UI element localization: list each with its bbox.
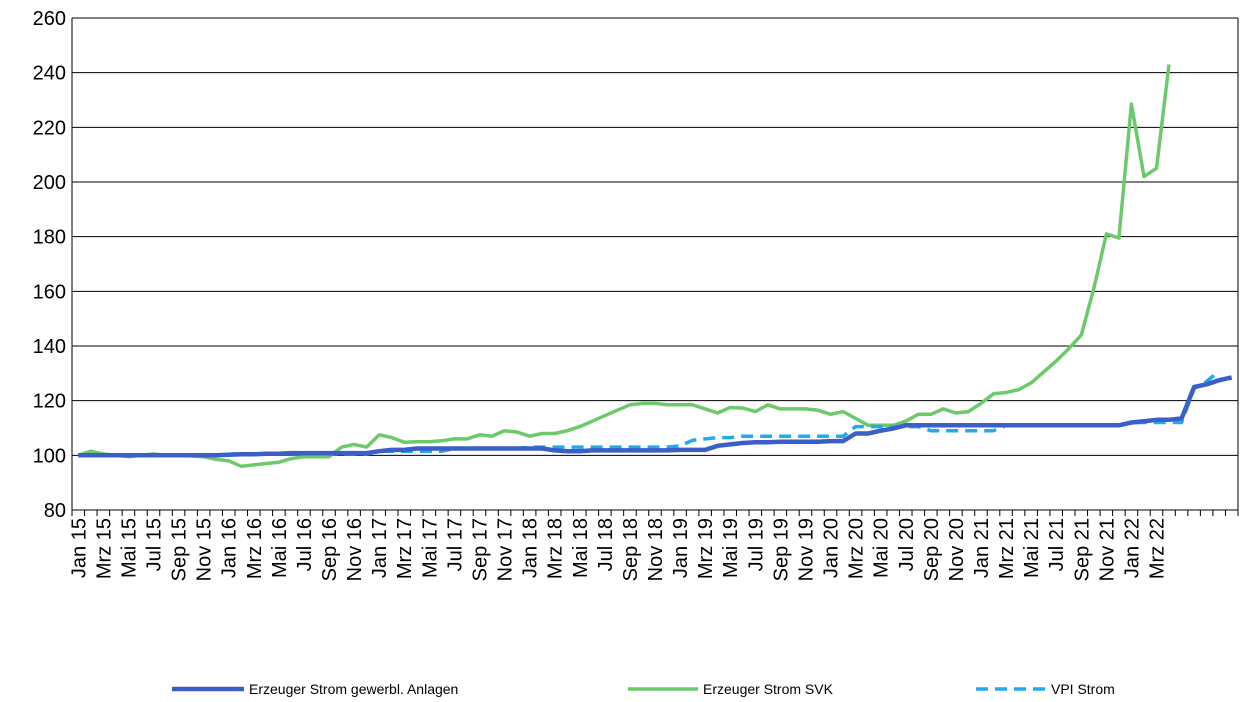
x-tick-label: Sep 17 [469,518,491,581]
x-tick-label: Jan 21 [971,518,993,578]
x-tick-label: Mrz 17 [394,518,416,579]
x-tick-label: Jan 22 [1121,518,1143,578]
gridlines [72,17,1238,511]
series-line [77,64,1171,469]
x-tick-label: Jul 17 [444,518,466,571]
x-tick-label: Sep 18 [620,518,642,581]
axes [71,18,1239,511]
series-line [78,375,1233,458]
x-tick-label: Jan 18 [520,518,542,578]
series-line [78,369,1221,458]
y-tick-label: 140 [33,336,66,358]
legend-label: Erzeuger Strom SVK [703,681,834,697]
x-tick-label: Nov 15 [194,518,216,581]
y-tick-label: 240 [33,63,66,85]
x-tick-label: Mai 15 [118,518,140,578]
x-tick-label: Sep 19 [770,518,792,581]
x-tick-label: Jan 20 [821,518,843,578]
x-tick-label: Mai 16 [269,518,291,578]
y-tick-label: 180 [33,227,66,249]
x-tick-label: Mrz 21 [996,518,1018,579]
x-tick-label: Nov 20 [946,518,968,581]
x-tick-label: Jan 17 [369,518,391,578]
x-tick-label: Sep 16 [319,518,341,581]
y-axis-ticks: 80 100 120 140 160 180 200 220 240 260 [33,8,66,522]
x-tick-label: Jul 20 [896,518,918,571]
y-tick-label: 200 [33,172,66,194]
x-tick-label: Jul 16 [294,518,316,571]
x-tick-label: Mai 17 [419,518,441,578]
x-tick-label: Jul 21 [1046,518,1068,571]
x-tick-label: Mrz 18 [545,518,567,579]
x-tick-label: Mrz 19 [695,518,717,579]
y-tick-label: 220 [33,117,66,139]
x-tick-label: Mrz 22 [1147,518,1169,579]
x-tick-label: Mrz 16 [244,518,266,579]
x-tick-label: Jan 19 [670,518,692,578]
y-tick-label: 80 [44,500,66,522]
x-tick-label: Mai 21 [1021,518,1043,578]
x-tick-label: Mai 19 [720,518,742,578]
x-tick-label: Nov 18 [645,518,667,581]
x-tick-label: Jul 15 [143,518,165,571]
x-tick-label: Nov 16 [344,518,366,581]
legend-label: VPI Strom [1051,681,1115,697]
series-lines [77,64,1233,469]
x-tick-label: Sep 15 [169,518,191,581]
y-tick-label: 100 [33,445,66,467]
x-tick-label: Mrz 20 [846,518,868,579]
x-tick-label: Sep 20 [921,518,943,581]
legend: Erzeuger Strom gewerbl. Anlagen Erzeuger … [172,681,1115,697]
legend-label: Erzeuger Strom gewerbl. Anlagen [249,681,458,697]
x-tick-label: Mai 18 [570,518,592,578]
x-tick-label: Nov 17 [495,518,517,581]
y-tick-label: 120 [33,391,66,413]
x-tick-label: Jul 18 [595,518,617,571]
x-tick-label: Nov 19 [795,518,817,581]
x-tick-label: Sep 21 [1071,518,1093,581]
x-tick-label: Mai 20 [871,518,893,578]
y-tick-label: 260 [33,8,66,30]
y-tick-label: 160 [33,281,66,303]
x-tick-label: Jan 16 [219,518,241,578]
x-axis-ticks: Jan 15 Mrz 15 Mai 15 Jul 15 Sep 15 Nov 15 Jan … [68,510,1239,581]
x-tick-label: Jan 15 [68,518,90,578]
x-tick-label: Nov 21 [1096,518,1118,581]
x-tick-label: Jul 19 [745,518,767,571]
x-tick-label: Mrz 15 [93,518,115,579]
